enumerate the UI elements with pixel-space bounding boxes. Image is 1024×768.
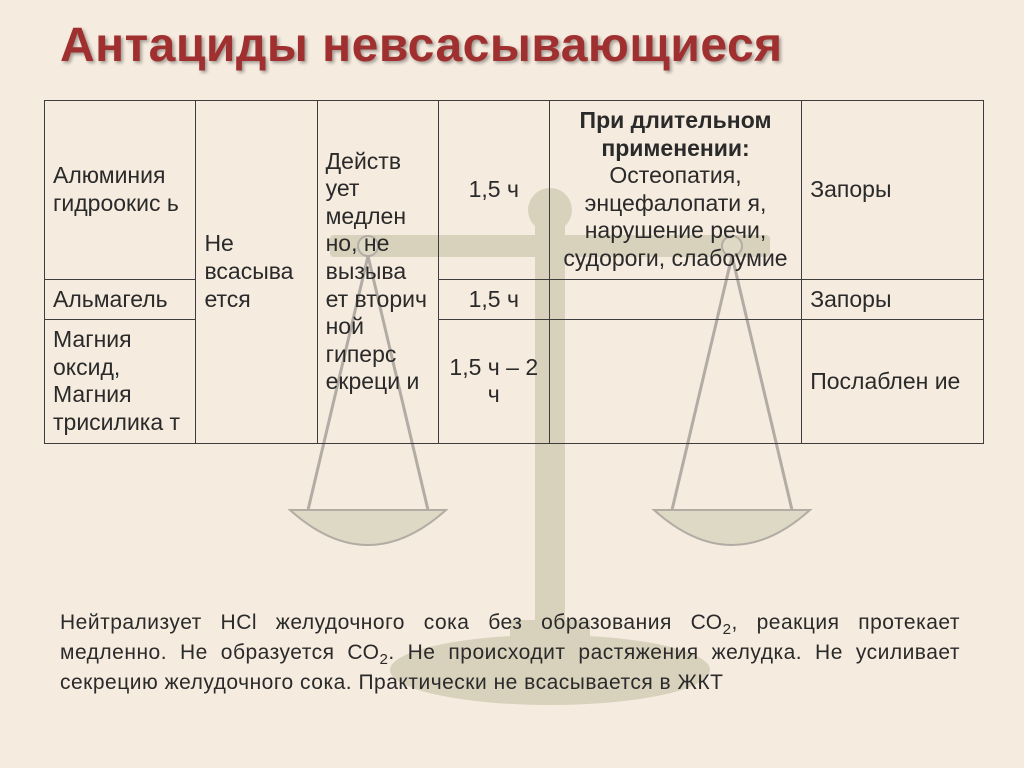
cell-longterm: При длительном применении: Остеопатия, э… (549, 101, 801, 280)
cell-name: Магния оксид, Магния трисилика т (45, 320, 196, 443)
slide: Антациды невсасывающиеся Алюминия гидроо… (0, 0, 1024, 768)
table-row: Альмагель 1,5 ч Запоры (45, 279, 984, 320)
footnote-text: Нейтрализует HCl желудочного сока без об… (60, 610, 960, 696)
footnote-part1: Нейтрализует HCl желудочного сока без об… (60, 611, 723, 634)
subscript: 2 (723, 621, 732, 638)
cell-side: Послаблен ие (802, 320, 984, 443)
cell-longterm (549, 320, 801, 443)
cell-longterm (549, 279, 801, 320)
cell-time: 1,5 ч (438, 101, 549, 280)
cell-name: Альмагель (45, 279, 196, 320)
table-row: Магния оксид, Магния трисилика т 1,5 ч –… (45, 320, 984, 443)
longterm-header: При длительном применении: (580, 107, 772, 161)
cell-absorb-merged: Не всасыва ется (196, 101, 317, 444)
table-row: Алюминия гидроокис ь Не всасыва ется Дей… (45, 101, 984, 280)
cell-name: Алюминия гидроокис ь (45, 101, 196, 280)
cell-time: 1,5 ч (438, 279, 549, 320)
cell-side: Запоры (802, 279, 984, 320)
slide-title: Антациды невсасывающиеся (60, 18, 783, 73)
cell-time: 1,5 ч – 2 ч (438, 320, 549, 443)
antacids-table: Алюминия гидроокис ь Не всасыва ется Дей… (44, 100, 984, 444)
cell-effect-merged: Действ ует медлен но, не вызыва ет втори… (317, 101, 438, 444)
cell-side: Запоры (802, 101, 984, 280)
longterm-body: Остеопатия, энцефалопати я, нарушение ре… (563, 162, 787, 271)
